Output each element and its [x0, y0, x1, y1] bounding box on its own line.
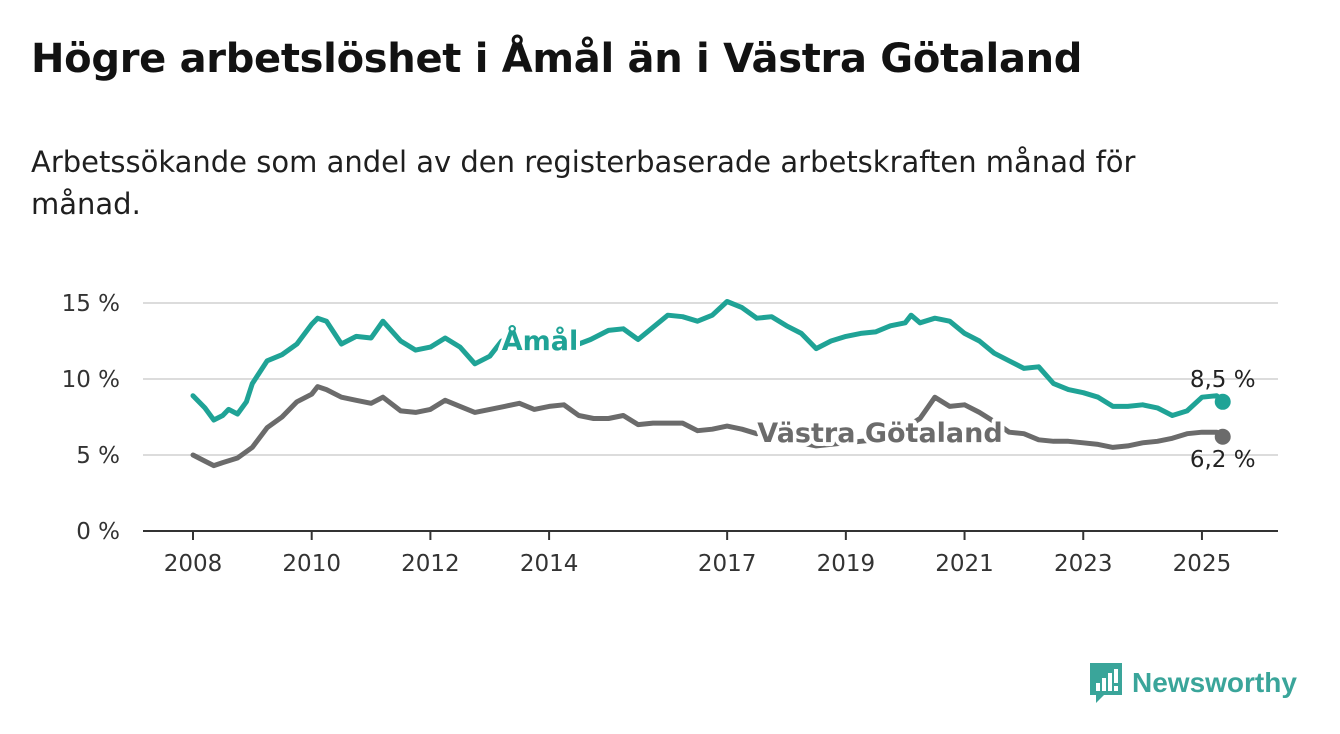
y-axis: 0 % 5 % 10 % 15 % [62, 291, 120, 545]
x-tick-label: 2025 [1173, 551, 1232, 577]
x-axis: 2008 2010 2012 2014 2017 2019 2021 2023 2025 [143, 530, 1278, 577]
x-tick-label: 2014 [520, 551, 579, 577]
line-chart: 0 %5 %10 %15 % 2008 2010 2012 2014 2017 2019 2… [62, 291, 1278, 577]
x-tick-label: 2019 [817, 551, 876, 577]
x-tick-label: 2023 [1054, 551, 1113, 577]
y-tick-label: 5 % [76, 443, 120, 469]
series-name-label: Västra Götaland [757, 418, 1002, 449]
y-tick-label: 15 % [62, 291, 120, 317]
brand-name: Newsworthy [1132, 667, 1297, 698]
x-tick-label: 2010 [282, 551, 341, 577]
series-name-label: Åmål [502, 325, 579, 357]
chart-title: Högre arbetslöshet i Åmål än i Västra Gö… [31, 36, 1083, 82]
x-tick-label: 2017 [698, 551, 757, 577]
y-tick-label: 0 % [76, 519, 120, 545]
gridlines [143, 302, 1278, 456]
newsworthy-logo-icon [1090, 663, 1122, 703]
series-line [190, 299, 1226, 423]
series-label-halo: Åmål [502, 325, 579, 357]
series-end-point [1214, 428, 1231, 445]
end-value-label: 8,5 % [1190, 367, 1256, 393]
chart-subtitle: Arbetssökande som andel av den registerb… [31, 145, 1136, 221]
x-tick-label: 2008 [164, 551, 223, 577]
end-value-label: 6,2 % [1190, 447, 1256, 473]
series-label-halo: Västra Götaland [757, 418, 1002, 449]
newsworthy-logo: Newsworthy [1088, 660, 1297, 706]
series-lines [190, 299, 1231, 469]
y-tick-label: 10 % [62, 367, 120, 393]
x-tick-label: 2021 [935, 551, 994, 577]
series-line [190, 384, 1226, 469]
x-tick-label: 2012 [401, 551, 460, 577]
series-end-point [1214, 393, 1231, 410]
